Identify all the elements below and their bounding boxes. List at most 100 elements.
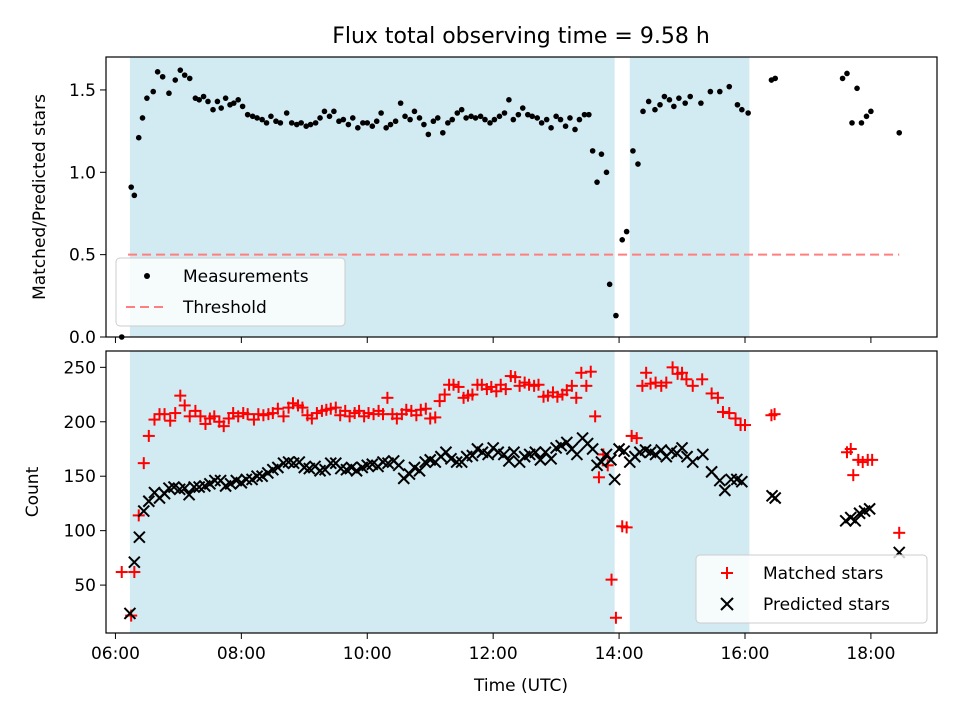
matched-star-point — [452, 380, 465, 393]
y-tick-label: 100 — [64, 522, 96, 542]
measurement-point — [411, 108, 418, 115]
measurement-point — [196, 97, 202, 103]
measurement-point — [463, 115, 469, 121]
matched-star-point — [381, 391, 394, 404]
measurement-point — [844, 70, 850, 77]
measurement-point — [181, 72, 188, 78]
y-tick-label: 1.0 — [69, 163, 96, 183]
measurement-point — [849, 120, 855, 126]
measurement-point — [249, 113, 256, 120]
top-x-ticks — [114, 337, 872, 343]
measurement-point — [378, 110, 384, 116]
measurement-point — [425, 131, 432, 138]
measurements-legend-marker — [144, 273, 150, 279]
measurement-point — [896, 129, 903, 136]
predicted-star-point — [554, 439, 568, 452]
predicted-star-point — [128, 556, 141, 569]
measurement-point — [331, 108, 337, 115]
measurement-point — [496, 113, 503, 120]
matched-star-point — [310, 407, 323, 420]
chart-title: Flux total observing time = 9.58 h — [332, 24, 710, 49]
matched-star-point — [584, 365, 597, 378]
measurement-point — [293, 121, 300, 128]
measurement-point — [263, 120, 270, 126]
measurement-point — [839, 75, 846, 82]
predicted-star-point — [224, 477, 237, 491]
measurement-point — [235, 97, 242, 103]
measurement-point — [635, 161, 641, 167]
measurement-point — [254, 115, 260, 121]
matched-star-point — [429, 411, 442, 424]
predicted-star-point — [255, 470, 269, 483]
measurement-point — [603, 169, 610, 176]
top-y-axis: 0.0 0.5 1.0 1.5 — [69, 81, 106, 348]
predicted-stars-points — [123, 431, 906, 620]
y-tick-label: 150 — [64, 467, 96, 487]
predicted-star-point — [686, 455, 699, 469]
predicted-star-point — [735, 475, 749, 488]
matched-star-point — [666, 361, 679, 374]
measurement-point — [321, 108, 328, 115]
y-tick-label: 1.5 — [69, 81, 96, 101]
measurement-point — [652, 106, 658, 113]
matched-star-point — [705, 387, 718, 400]
matched-star-point — [148, 413, 161, 426]
x-tick-label: 14:00 — [595, 644, 644, 664]
measurement-point — [139, 115, 146, 121]
measurement-point — [288, 120, 295, 126]
measurement-point — [567, 115, 573, 121]
matched-star-point — [856, 456, 869, 469]
matched-star-point — [589, 410, 602, 423]
matched-star-point — [765, 409, 778, 422]
matched-star-point — [580, 379, 593, 392]
predicted-star-point — [724, 473, 738, 486]
matched-star-point — [194, 410, 207, 423]
predicted-legend-marker — [720, 597, 734, 611]
measurement-point — [515, 111, 522, 118]
measurement-point — [416, 115, 423, 121]
measurement-point — [717, 88, 723, 95]
predicted-star-point — [502, 454, 516, 468]
matched-legend-marker — [721, 567, 733, 579]
matched-star-point — [189, 404, 202, 417]
measurement-point — [326, 113, 333, 120]
measurement-point — [434, 115, 441, 121]
measurement-point — [387, 121, 394, 128]
measurement-point — [863, 113, 870, 120]
observing-intervals-bottom — [129, 351, 750, 633]
matched-star-point — [362, 407, 375, 420]
measurement-point — [340, 116, 347, 123]
x-axis-label: Time (UTC) — [473, 676, 568, 696]
measurement-point — [273, 118, 279, 125]
measurement-point — [619, 237, 626, 243]
measurement-point — [128, 184, 134, 190]
measurement-point — [572, 126, 578, 133]
measurement-point — [392, 118, 399, 125]
y-tick-label: 0.0 — [69, 328, 96, 348]
measurement-point — [369, 123, 376, 129]
matched-star-point — [644, 377, 657, 390]
matched-star-point — [286, 397, 299, 410]
measurement-point — [707, 88, 714, 95]
measurement-point — [534, 115, 541, 121]
matched-star-point — [716, 405, 729, 418]
measurement-point — [144, 95, 150, 101]
observing-interval-0 — [129, 351, 615, 633]
y-tick-label: 200 — [64, 413, 96, 433]
measurement-point — [623, 228, 630, 235]
matched-star-point — [257, 409, 270, 422]
matched-star-point — [424, 412, 437, 425]
predicted-star-point — [182, 488, 196, 501]
predicted-star-point — [617, 444, 631, 458]
measurement-point — [606, 281, 613, 288]
measurement-point — [383, 125, 389, 131]
bottom-legend-box — [695, 554, 928, 624]
predicted-star-point — [240, 473, 253, 486]
measurement-point — [468, 113, 474, 120]
matched-star-point — [305, 412, 318, 425]
matched-star-point — [419, 402, 432, 415]
matched-star-point — [438, 388, 451, 401]
measurement-point — [548, 125, 554, 131]
matched-star-point — [570, 391, 583, 404]
